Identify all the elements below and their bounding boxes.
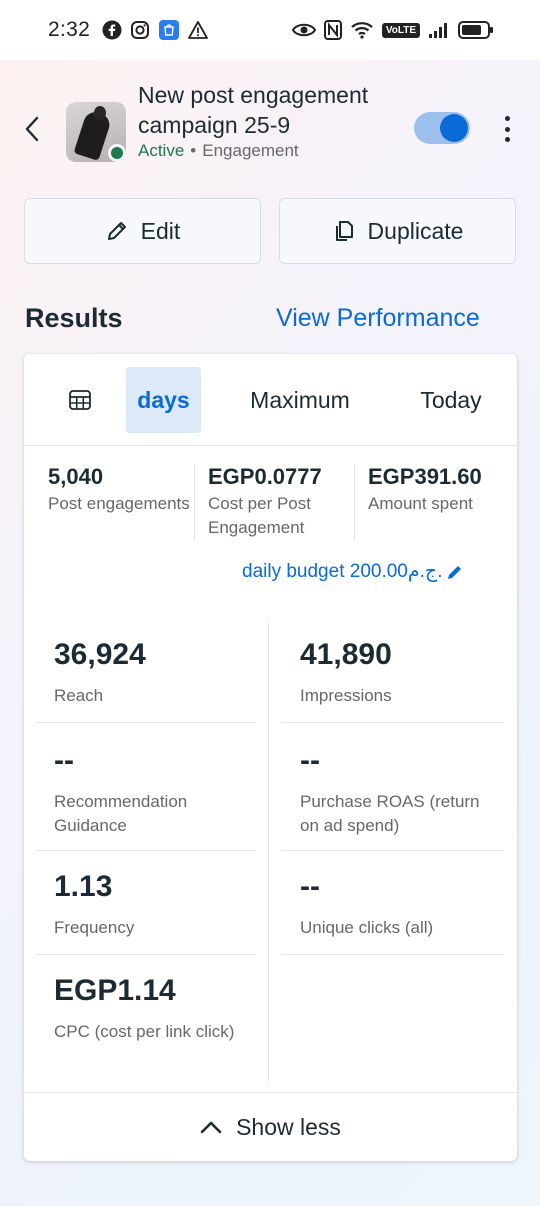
status-time: 2:32 [48,18,91,41]
subtitle-separator: • [190,141,197,160]
nfc-icon [323,20,342,40]
metric-label: CPC (cost per link click) [54,1022,235,1041]
metrics-divider [268,622,269,1082]
summary-cost-per-engagement: EGP0.0777 Cost per Post Engagement [208,464,358,544]
metric-label: Reach [54,686,104,705]
toggle-knob [440,114,468,142]
summary-label: Cost per Post Engagement [208,494,311,537]
campaign-toggle[interactable] [414,112,470,144]
summary-value: 5,040 [48,464,104,489]
calendar-icon[interactable] [68,388,92,412]
summary-value: EGP0.0777 [208,464,322,489]
metric-label: Impressions [300,686,392,705]
instagram-icon [130,20,150,40]
campaign-subtitle: Active • Engagement [138,141,299,161]
show-less-button[interactable]: Show less [24,1092,517,1161]
campaign-header: New post engagement campaign 25-9 Active… [0,80,540,180]
metric-value: EGP1.14 [54,974,176,1007]
metric-value: -- [54,744,74,777]
date-range-tabs: days Maximum Today [24,354,517,446]
metric-label: Frequency [54,918,135,937]
chevron-left-icon [25,116,39,142]
objective-label: Engagement [202,141,299,160]
metric-recommendation-guidance: -- Recommendation Guidance [54,744,254,838]
tab-today[interactable]: Today [420,386,482,413]
active-status-dot [108,144,126,162]
more-dot-icon [504,126,510,132]
metric-value: 41,890 [300,638,392,671]
warning-icon [188,20,208,40]
chevron-up-icon [200,1121,222,1134]
metric-value: 1.13 [54,870,113,903]
duplicate-button[interactable]: Duplicate [279,198,516,264]
volte-icon: VoLTE [381,22,420,38]
eye-icon [291,21,316,39]
status-label: Active [138,141,185,160]
metric-frequency: 1.13 Frequency [54,870,254,940]
summary-value: EGP391.60 [368,464,482,489]
metric-label: Recommendation Guidance [54,792,188,835]
more-dot-icon [504,116,510,121]
facebook-icon [102,20,122,40]
summary-label: Amount spent [368,494,473,513]
row-divider [282,850,504,851]
duplicate-label: Duplicate [367,217,464,244]
metric-label: Unique clicks (all) [300,918,434,937]
view-performance-link[interactable]: View Performance [276,304,480,332]
summary-post-engagements: 5,040 Post engagements [48,464,193,544]
show-less-label: Show less [236,1113,341,1140]
summary-divider [354,464,355,542]
row-divider [282,954,504,955]
pencil-icon [448,565,462,579]
row-divider [36,954,256,955]
more-dot-icon [504,137,510,142]
tab-maximum[interactable]: Maximum [250,386,350,413]
wifi-icon [350,20,374,40]
summary-stats: 5,040 Post engagements EGP0.0777 Cost pe… [24,464,517,544]
campaign-title: New post engagement campaign 25-9 [138,82,369,138]
copy-icon [335,221,353,241]
more-options-button[interactable] [498,114,516,144]
metric-cpc: EGP1.14 CPC (cost per link click) [54,974,244,1044]
back-button[interactable] [20,114,44,144]
metric-reach: 36,924 Reach [54,638,254,708]
summary-divider [194,464,195,542]
summary-label: Post engagements [48,494,190,513]
tab-days[interactable]: days [126,367,201,433]
daily-budget-link[interactable]: daily budget 200.00ج.م. [242,560,464,583]
results-card: days Maximum Today 5,040 Post engagement… [24,354,517,1161]
signal-icon [428,21,450,39]
edit-button[interactable]: Edit [24,198,261,264]
metric-value: -- [300,870,320,903]
row-divider [36,850,256,851]
row-divider [282,722,504,723]
battery-icon [458,20,494,40]
row-divider [36,722,256,723]
metric-value: -- [300,744,320,777]
metric-impressions: 41,890 Impressions [300,638,500,708]
metric-label: Purchase ROAS (return on ad spend) [300,792,480,835]
metric-purchase-roas: -- Purchase ROAS (return on ad spend) [300,744,500,838]
summary-amount-spent: EGP391.60 Amount spent [368,464,513,544]
campaign-thumbnail [66,102,126,162]
metric-unique-clicks: -- Unique clicks (all) [300,870,500,940]
daily-budget-label: daily budget 200.00ج.م. [242,561,443,582]
metric-value: 36,924 [54,638,146,671]
pencil-icon [107,222,126,240]
results-heading: Results [25,303,123,333]
status-bar: 2:32 VoLTE [0,0,540,60]
store-icon [158,19,180,41]
edit-label: Edit [140,217,181,244]
